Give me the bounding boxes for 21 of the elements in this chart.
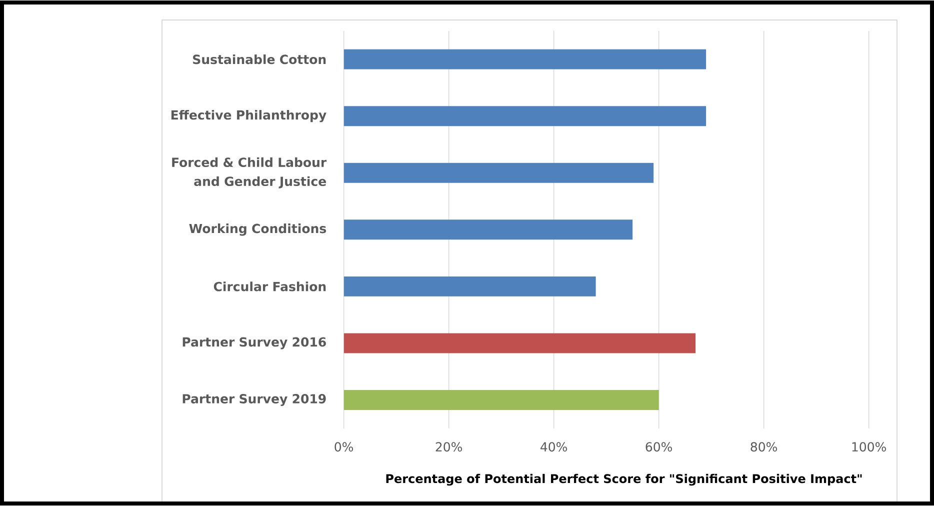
y-tick-label: Forced & Child Labour and Gender Justice <box>172 157 327 188</box>
x-tick-label: 60% <box>646 442 672 452</box>
x-tick-label: 20% <box>436 442 462 452</box>
y-tick-label: Partner Survey 2019 <box>182 394 326 406</box>
x-tick-label: 40% <box>540 442 567 452</box>
bar <box>344 162 654 183</box>
x-tick-label: 100% <box>852 442 886 452</box>
x-tick-label: 80% <box>750 442 777 452</box>
bar <box>344 390 659 410</box>
bar <box>344 106 706 126</box>
y-tick-label: Circular Fashion <box>214 282 326 292</box>
x-tick-label: 0% <box>334 442 354 452</box>
bar <box>344 49 706 70</box>
bar <box>344 333 696 354</box>
bar <box>344 276 596 296</box>
y-tick-label: Sustainable Cotton <box>193 54 326 64</box>
x-axis-title: Percentage of Potential Perfect Score for "Significant Positive Impact" <box>386 474 862 486</box>
y-tick-label: Working Conditions <box>189 224 326 236</box>
y-tick-label: Partner Survey 2016 <box>182 337 326 350</box>
y-tick-label: Effective Philanthropy <box>171 110 326 122</box>
bar <box>344 220 633 240</box>
